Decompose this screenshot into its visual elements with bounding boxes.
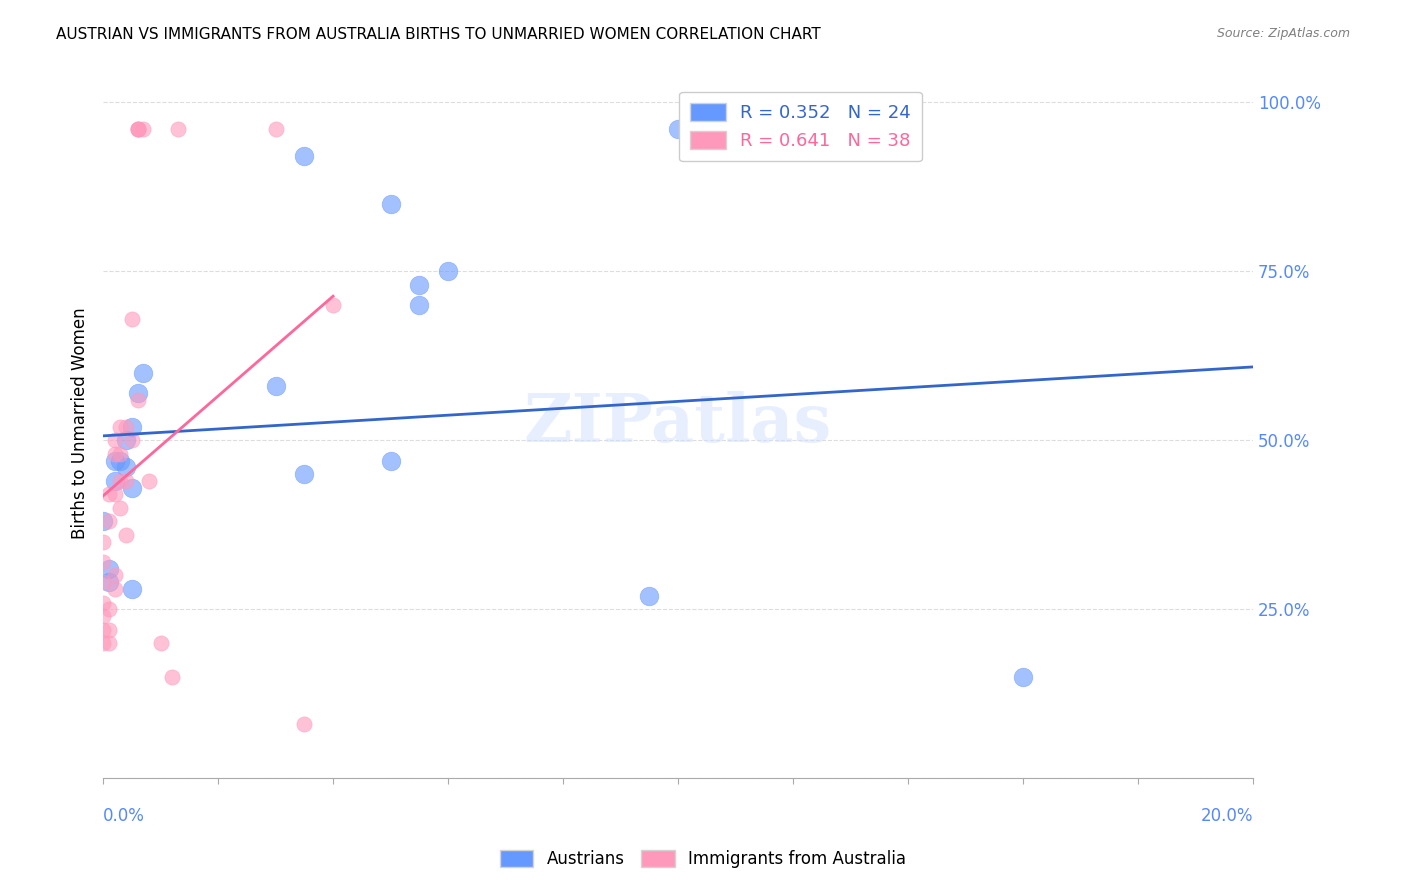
Text: AUSTRIAN VS IMMIGRANTS FROM AUSTRALIA BIRTHS TO UNMARRIED WOMEN CORRELATION CHAR: AUSTRIAN VS IMMIGRANTS FROM AUSTRALIA BI…	[56, 27, 821, 42]
Point	[264, 122, 287, 136]
Point	[127, 386, 149, 401]
Point	[127, 122, 149, 136]
Point	[91, 534, 114, 549]
Point	[408, 298, 430, 312]
Point	[97, 515, 120, 529]
Point	[121, 419, 143, 434]
Point	[408, 277, 430, 292]
Point	[121, 481, 143, 495]
Point	[149, 636, 172, 650]
Point	[97, 602, 120, 616]
Point	[91, 575, 114, 590]
Point	[264, 379, 287, 393]
Point	[104, 474, 127, 488]
Legend: Austrians, Immigrants from Australia: Austrians, Immigrants from Australia	[494, 843, 912, 875]
Point	[110, 453, 132, 467]
Point	[666, 122, 689, 136]
Point	[115, 434, 138, 448]
Point	[127, 122, 149, 136]
Point	[380, 453, 402, 467]
Point	[292, 149, 315, 163]
Point	[121, 582, 143, 596]
Point	[138, 474, 160, 488]
Text: 0.0%: 0.0%	[103, 807, 145, 825]
Point	[104, 582, 127, 596]
Point	[91, 555, 114, 569]
Point	[91, 515, 114, 529]
Point	[104, 447, 127, 461]
Point	[115, 419, 138, 434]
Point	[127, 122, 149, 136]
Text: 20.0%: 20.0%	[1201, 807, 1253, 825]
Point	[115, 460, 138, 475]
Point	[110, 500, 132, 515]
Point	[292, 717, 315, 731]
Point	[1012, 670, 1035, 684]
Point	[132, 366, 155, 380]
Point	[91, 609, 114, 624]
Point	[115, 474, 138, 488]
Text: Source: ZipAtlas.com: Source: ZipAtlas.com	[1216, 27, 1350, 40]
Point	[292, 467, 315, 481]
Point	[110, 419, 132, 434]
Point	[380, 196, 402, 211]
Point	[127, 392, 149, 407]
Point	[167, 122, 190, 136]
Point	[437, 264, 460, 278]
Point	[121, 311, 143, 326]
Point	[97, 636, 120, 650]
Point	[104, 434, 127, 448]
Point	[97, 575, 120, 590]
Point	[91, 623, 114, 637]
Point	[97, 623, 120, 637]
Point	[110, 474, 132, 488]
Point	[110, 447, 132, 461]
Point	[121, 434, 143, 448]
Point	[104, 453, 127, 467]
Point	[91, 595, 114, 609]
Point	[97, 487, 120, 501]
Point	[322, 298, 344, 312]
Point	[638, 589, 661, 603]
Text: ZIPatlas: ZIPatlas	[524, 391, 832, 456]
Y-axis label: Births to Unmarried Women: Births to Unmarried Women	[72, 308, 89, 539]
Point	[104, 568, 127, 582]
Point	[97, 562, 120, 576]
Point	[104, 487, 127, 501]
Point	[115, 528, 138, 542]
Legend: R = 0.352   N = 24, R = 0.641   N = 38: R = 0.352 N = 24, R = 0.641 N = 38	[679, 92, 922, 161]
Point	[91, 636, 114, 650]
Point	[132, 122, 155, 136]
Point	[160, 670, 183, 684]
